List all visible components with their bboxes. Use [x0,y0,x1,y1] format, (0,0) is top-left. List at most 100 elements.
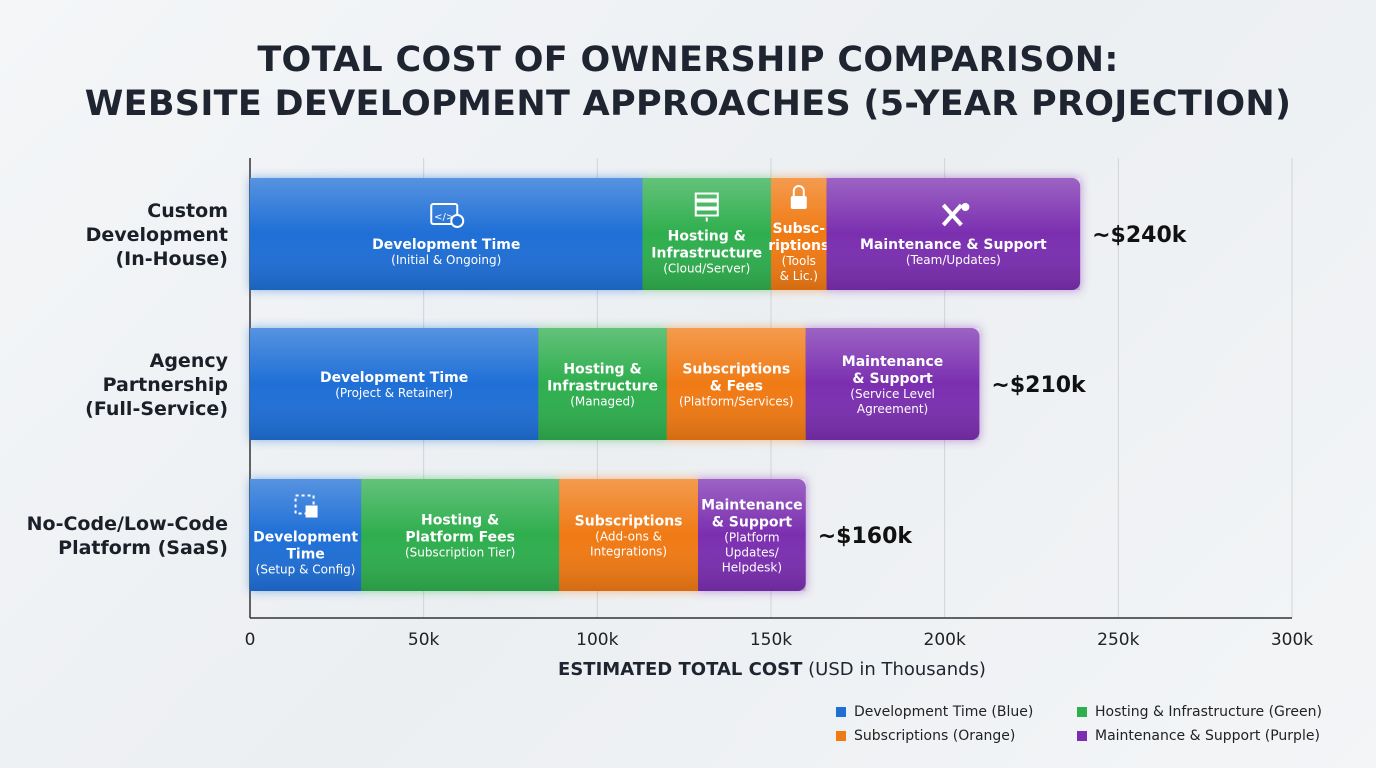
segment-sublabel: (Subscription Tier) [405,546,515,560]
segment-sublabel: (Tools [782,254,816,268]
segment-sublabel: (Platform/Services) [679,395,794,409]
segment-sublabel: & Lic.) [780,269,818,283]
clock [450,214,465,228]
gear [961,203,970,211]
chart-title: TOTAL COST OF OWNERSHIP COMPARISON: WEBS… [0,38,1376,126]
category-label: Custom [147,200,228,222]
segment-label: Development Time [320,370,468,386]
bar-segment: Maintenance& Support(Service LevelAgreem… [805,328,980,440]
segment-sublabel: (Setup & Config) [256,563,356,577]
flowchart-icon [294,494,318,518]
chart-title-line-2: WEBSITE DEVELOPMENT APPROACHES (5-YEAR P… [84,84,1292,124]
segment-label: Subscriptions [575,514,683,530]
server-unit [694,208,719,217]
category-label: (Full-Service) [85,398,228,420]
bar-segment-shine [250,178,643,290]
bar-segment: </> Development Time(Initial & Ongoing) [250,178,643,290]
segment-label: Hosting & [668,229,746,245]
x-tick-label: 300k [1271,630,1313,650]
bar-segment-shine [642,178,771,290]
legend-item-subscriptions: Subscriptions (Orange) [836,728,1015,744]
segment-sublabel: (Service Level [850,387,935,401]
screwdriver [941,203,963,227]
legend-label: Maintenance & Support (Purple) [1095,728,1320,744]
bar-segment-shine [666,328,806,440]
segment-sublabel: (Project & Retainer) [335,386,453,400]
segment-sublabel: Integrations) [590,545,667,559]
x-axis-title-unit: (USD in Thousands) [802,659,986,680]
legend-item-development: Development Time (Blue) [836,704,1033,720]
server-unit [694,200,719,209]
segment-label: Maintenance [701,498,803,514]
segment-label: Maintenance & Support [860,237,1047,253]
bar-segment-shine [698,479,806,591]
category-label: Platform (SaaS) [58,537,228,559]
legend-swatch-green [1077,707,1087,717]
code: </> [434,212,454,223]
category-label: No-Code/Low-Code [27,513,228,535]
segment-sublabel: Helpdesk) [722,561,782,575]
bar-segment: Development Time(Project & Retainer) [250,328,539,440]
segment-sublabel: (Cloud/Server) [663,262,750,276]
category-label: Partnership [103,374,228,396]
segment-label: Subscriptions [682,362,790,378]
total-label: ~$240k [1092,223,1188,248]
bar-segment-shine [559,479,699,591]
bar-segment-shine [805,328,980,440]
segment-sublabel: Agreement) [857,402,928,416]
bar-segment: Subscriptions& Fees(Platform/Services) [666,328,807,440]
server-unit [694,192,719,201]
x-axis-title: ESTIMATED TOTAL COST (USD in Thousands) [84,659,1376,680]
flow-path [294,494,315,515]
bar-segment-shine [250,328,539,440]
segment-label: Development Time [372,237,520,253]
total-label: ~$160k [818,524,914,549]
segment-label: & Support [852,371,933,387]
segment-sublabel: Updates/ [725,546,780,560]
lock-shackle [792,185,805,196]
segment-label: Maintenance [842,354,944,370]
x-tick-label: 150k [750,630,792,650]
lock-body [790,196,807,209]
segment-sublabel: (Team/Updates) [906,253,1001,267]
code-window-icon: </> [430,203,465,228]
bar-segment: Maintenance& Support(PlatformUpdates/Hel… [698,479,806,591]
chart-title-line-1: TOTAL COST OF OWNERSHIP COMPARISON: [257,40,1119,80]
legend-swatch-blue [836,707,846,717]
segment-label: Hosting & [563,362,641,378]
x-tick-label: 0 [245,630,256,650]
x-tick-label: 200k [924,630,966,650]
server-icon [694,192,719,222]
flow-node [305,505,318,518]
segment-label: Infrastructure [547,379,658,395]
bar-segment-shine [250,479,362,591]
segment-label: & Support [712,515,793,531]
segment-label: Platform Fees [405,530,515,546]
legend-label: Subscriptions (Orange) [854,728,1016,744]
segment-label: Development [253,530,358,546]
x-axis-title-bold: ESTIMATED TOTAL COST [558,659,803,680]
bar-segment-shine [538,328,667,440]
segment-sublabel: (Platform [724,531,779,545]
segment-sublabel: (Initial & Ongoing) [391,253,501,267]
legend-item-maintenance: Maintenance & Support (Purple) [1077,728,1320,744]
legend-swatch-orange [836,731,846,741]
bar-segment: Subscriptions(Add-ons &Integrations) [559,479,699,591]
legend-swatch-purple [1077,731,1087,741]
segment-label: riptions [768,238,829,254]
segment-label: Infrastructure [651,246,762,262]
segment-sublabel: (Managed) [570,395,635,409]
x-tick-label: 50k [408,630,440,650]
segment-label: Subsc- [773,221,826,237]
bar-segment: Hosting &Infrastructure(Cloud/Server) [642,178,772,290]
segment-sublabel: (Add-ons & [595,530,662,544]
x-tick-label: 100k [576,630,618,650]
bar-segment: Hosting &Infrastructure(Managed) [538,328,668,440]
legend-label: Hosting & Infrastructure (Green) [1095,704,1322,720]
bar-segment: Subsc-riptions(Tools& Lic.) [768,178,829,290]
